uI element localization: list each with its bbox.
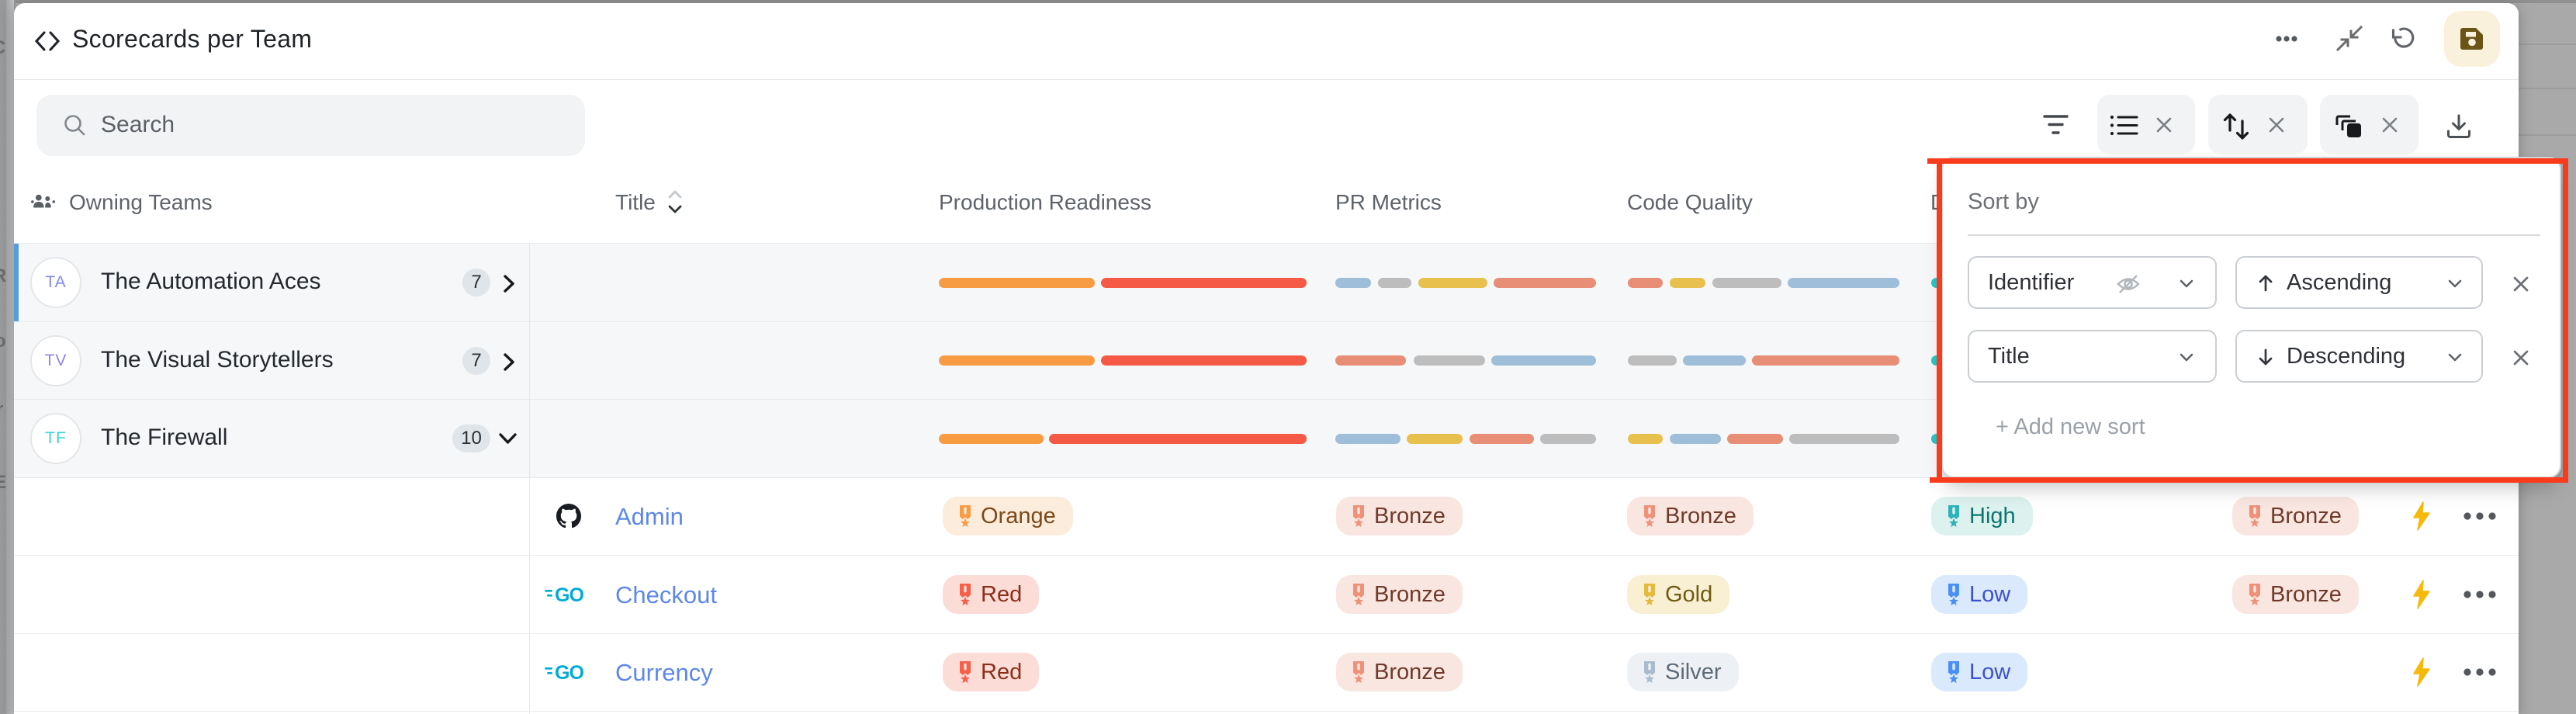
svg-text:GO: GO [555,584,583,606]
svg-text:GO: GO [555,662,583,684]
